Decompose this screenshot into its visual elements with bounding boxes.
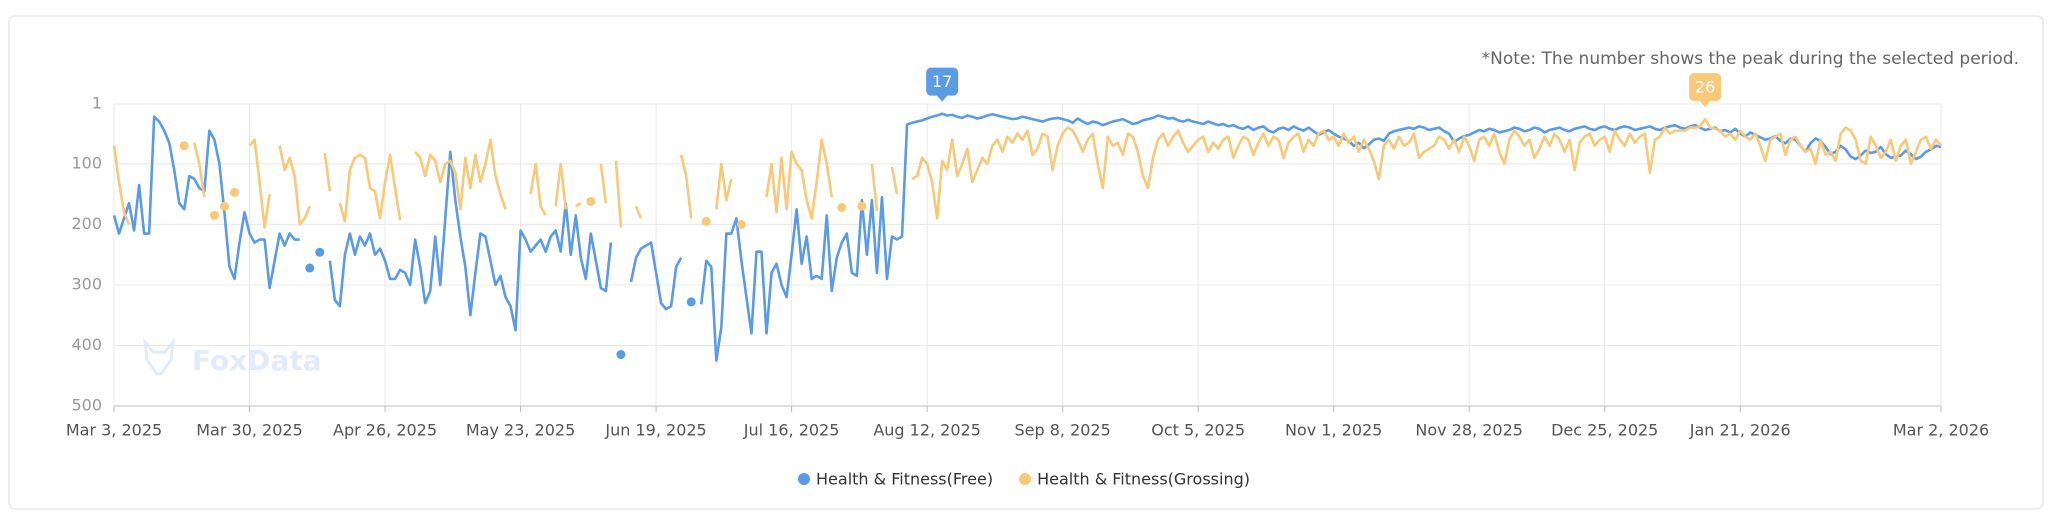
watermark-group: FoxData [142, 337, 322, 377]
peak-label: 26 [1695, 78, 1715, 97]
point [315, 247, 325, 257]
series-line [911, 117, 1943, 220]
point [209, 210, 219, 220]
point [857, 201, 867, 211]
series-line [112, 115, 300, 290]
legend-marker [1019, 473, 1032, 485]
legend-label: Health & Fitness(Grossing) [1037, 470, 1250, 489]
series-line [248, 138, 271, 229]
point [686, 297, 696, 307]
series-line [715, 162, 733, 210]
peak-badge: 17 [926, 67, 959, 102]
x-tick-label: Mar 2, 2026 [1893, 421, 1989, 440]
peak-badge-box [926, 67, 959, 96]
peak-badge-box [1689, 73, 1722, 102]
x-tick-label: Mar 30, 2025 [196, 421, 303, 440]
y-tick-label: 200 [71, 214, 102, 233]
y-tick-label: 500 [71, 396, 102, 415]
point [736, 219, 746, 229]
series-line [679, 154, 693, 219]
x-tick-label: Oct 5, 2025 [1151, 421, 1245, 440]
series-line [328, 150, 613, 332]
x-tick-label: Jul 16, 2025 [743, 421, 840, 440]
legend: Health & Fitness(Free) Health & Fitness(G… [798, 470, 1250, 489]
y-tick-label: 1 [92, 94, 102, 113]
series-line [112, 145, 131, 225]
y-tick-label: 100 [71, 153, 102, 172]
note: *Note: The number shows the peak during … [1482, 49, 2019, 69]
series-line [890, 166, 899, 195]
legend-label: Health & Fitness(Free) [816, 470, 993, 489]
x-tick-label: Nov 28, 2025 [1415, 421, 1523, 440]
series-line [323, 152, 332, 192]
series-line [870, 163, 879, 212]
series-line [634, 205, 643, 219]
point [586, 196, 596, 206]
point [179, 141, 189, 151]
series-line [765, 138, 834, 220]
series-line [614, 160, 623, 228]
point [837, 202, 847, 212]
point [616, 350, 626, 360]
peak-badge-pointer [936, 94, 949, 102]
peak-label: 17 [932, 72, 952, 91]
x-tick-label: Mar 3, 2025 [66, 421, 162, 440]
series-line [193, 142, 206, 198]
x-tick-label: Dec 25, 2025 [1551, 421, 1658, 440]
x-tick-label: Aug 12, 2025 [873, 421, 981, 440]
x-tick-label: Apr 26, 2025 [333, 421, 437, 440]
peak-badge: 26 [1689, 73, 1722, 108]
x-tick-label: Jun 19, 2025 [604, 421, 706, 440]
series-line [414, 138, 507, 211]
y-tick-label: 300 [71, 274, 102, 293]
series-line [278, 145, 311, 226]
series-line [599, 163, 608, 204]
x-tick-label: Jan 21, 2026 [1689, 421, 1791, 440]
series-line [338, 153, 402, 223]
series-line [629, 241, 683, 311]
card [8, 15, 2044, 510]
series-line [529, 162, 547, 216]
legend-marker [798, 473, 811, 485]
watermark: FoxData [192, 344, 322, 377]
x-tick-label: Nov 1, 2025 [1285, 421, 1382, 440]
x-tick-label: Sep 8, 2025 [1014, 421, 1110, 440]
peak-badge-pointer [1699, 100, 1712, 108]
series-line [554, 162, 568, 210]
point [305, 263, 315, 273]
y-tick-label: 400 [71, 335, 102, 354]
point [701, 216, 711, 226]
watermark-icon [142, 337, 176, 376]
series-line [575, 202, 582, 208]
point [229, 187, 239, 197]
point [219, 201, 229, 211]
x-tick-label: May 23, 2025 [466, 421, 575, 440]
